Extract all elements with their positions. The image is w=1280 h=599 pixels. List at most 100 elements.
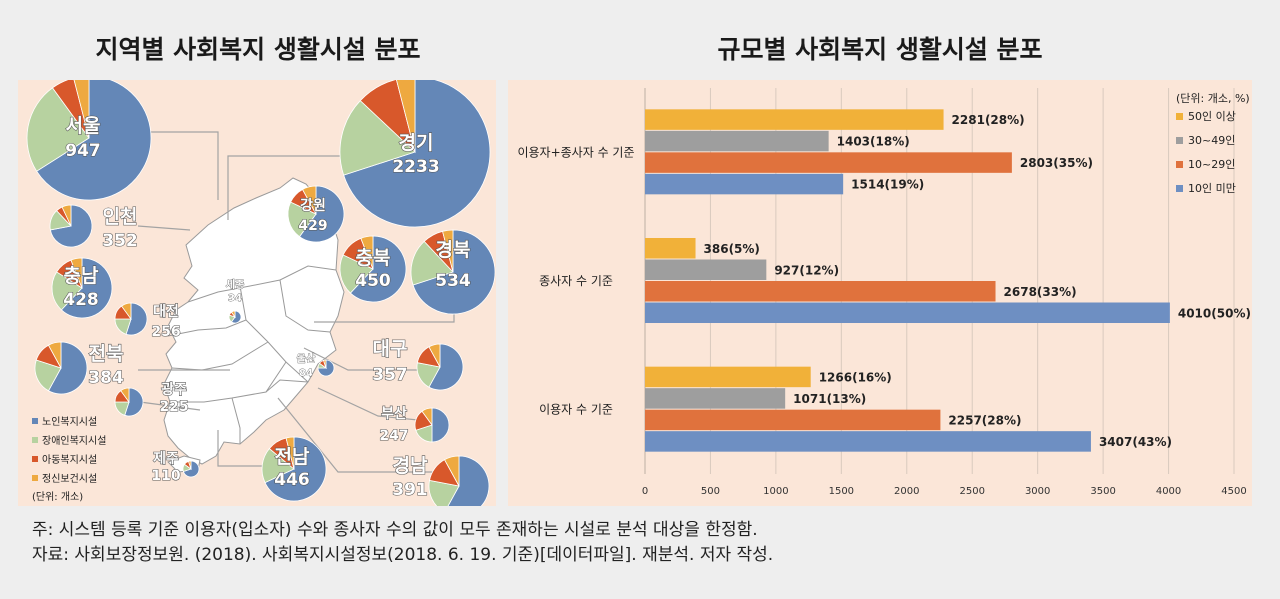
map-chart-panel: 서울 947 경기 2233 인천 352 강원 429 충북 450 경북 534 충남 428 세종 34… (18, 75, 496, 517)
bar-x-tick-label-9: 4000 (1156, 486, 1181, 497)
pie-slice-1-1 (36, 75, 152, 201)
bar-value-label-2-2: 927(12%) (774, 263, 839, 277)
pie-slice-17-4 (444, 455, 460, 487)
pie-slice-2-2 (339, 100, 416, 176)
pie-slice-8-4 (230, 310, 236, 319)
bar-legend-item-1: 50인 이상 (1176, 110, 1236, 123)
bar-legend-swatch-1 (1176, 113, 1183, 120)
map-unit-label: (단위: 개소) (32, 490, 83, 503)
map-connector-jeonnam (217, 430, 278, 467)
region-name-label-6: 경북 (436, 239, 471, 261)
bar-x-tick-label-1: 0 (642, 486, 648, 497)
bar-value-label-3-4: 3407(43%) (1099, 435, 1172, 449)
region-name-label-17: 경남 (393, 455, 428, 477)
bar-x-tick-label-5: 2000 (894, 486, 919, 497)
bar-chart-panel: 2281(28%) 1403(18%) 2803(35%) 1514(19%) 386(… (508, 80, 1252, 506)
region-total-label-6: 534 (435, 271, 471, 291)
region-total-label-16: 446 (274, 470, 310, 490)
region-name-label-8: 세종 (226, 278, 244, 291)
bar-legend-label-3: 10~29인 (1188, 158, 1235, 171)
region-pie-6: 경북 534 (410, 229, 496, 315)
pie-slice-10-2 (34, 359, 62, 392)
region-pie-14: 부산 247 (379, 404, 450, 445)
map-connector-busan (317, 387, 419, 421)
bar-x-tick-label-2: 500 (701, 486, 720, 497)
bar-chart-title: 규모별 사회복지 생활시설 분포 (717, 35, 1043, 64)
bar-3-2 (645, 388, 786, 409)
region-total-label-17: 391 (392, 480, 428, 500)
pie-slice-11-1 (428, 343, 464, 391)
pie-slice-4-1 (298, 185, 345, 243)
bar-value-label-2-1: 386(5%) (704, 242, 760, 256)
map-connector-gyeonggi (227, 155, 348, 220)
map-internal-border-6 (231, 397, 241, 444)
map-internal-border-7 (265, 379, 309, 393)
region-pie-4: 강원 429 (287, 185, 345, 243)
bar-value-label-2-4: 4010(50%) (1178, 306, 1251, 320)
region-pie-8: 세종 34 (225, 278, 245, 324)
pie-slice-12-4 (323, 359, 327, 369)
region-total-label-13: 225 (159, 399, 188, 415)
region-name-label-10: 전북 (89, 343, 124, 365)
bar-3-3 (645, 409, 941, 431)
pie-slice-1-2 (26, 87, 90, 172)
region-name-label-16: 전남 (275, 446, 310, 468)
map-internal-border-1 (187, 265, 337, 303)
bar-chart-svg: 2281(28%) 1403(18%) 2803(35%) 1514(19%) 386(… (517, 88, 1251, 497)
map-legend: 노인복지시설 장애인복지시설 아동복지시설 정신보건시설 (단위: 개소) (32, 416, 106, 503)
pie-slice-11-4 (428, 343, 441, 368)
bar-unit-label: (단위: 개소, %) (1176, 92, 1250, 105)
region-name-label-14: 부산 (381, 405, 407, 422)
footnotes: 주: 시스템 등록 기준 이용자(입소자) 수와 종사자 수의 값이 모두 존재… (32, 518, 773, 568)
region-name-label-11: 대구 (373, 338, 408, 360)
pie-slice-6-2 (410, 240, 454, 286)
bar-x-tick-label-3: 1000 (763, 486, 788, 497)
bar-1-4 (645, 173, 844, 195)
region-pie-10: 전북 384 (34, 341, 124, 395)
region-total-label-4: 429 (298, 218, 327, 234)
region-pie-2: 경기 2233 (339, 76, 491, 228)
region-pie-3: 인천 352 (49, 204, 138, 252)
bar-x-tick-label-6: 2500 (959, 486, 984, 497)
bar-legend-item-4: 10인 미만 (1176, 182, 1236, 195)
pie-slice-12-1 (317, 359, 335, 377)
region-total-label-2: 2233 (392, 157, 439, 177)
bar-x-tick-label-10: 4500 (1221, 486, 1246, 497)
bar-3-1 (645, 366, 811, 388)
map-internal-border-4 (171, 341, 269, 371)
map-connector-gyeongnam (277, 397, 448, 473)
bar-x-tick-label-8: 3500 (1090, 486, 1115, 497)
pie-slice-4-4 (301, 185, 317, 215)
pie-slice-6-4 (442, 229, 454, 273)
bar-value-label-1-2: 1403(18%) (837, 135, 910, 149)
region-name-label-12: 울산 (297, 352, 316, 365)
map-legend-swatch-elderly (32, 418, 38, 424)
pie-slice-6-1 (412, 229, 496, 315)
bar-category-label-1: 이용자+종사자 수 기준 (517, 145, 634, 159)
region-name-label-13: 광주 (161, 381, 187, 398)
footnote-source: 자료: 사회보장정보원. (2018). 사회복지시설정보(2018. 6. 1… (32, 545, 774, 565)
region-total-label-12: 84 (299, 368, 313, 379)
bar-value-label-3-1: 1266(16%) (819, 370, 892, 384)
bar-value-label-3-2: 1071(13%) (793, 392, 866, 406)
pie-slice-16-4 (285, 436, 295, 470)
map-connector-daegu (303, 347, 418, 371)
bar-legend: (단위: 개소, %) 50인 이상 30~49인 10~29인 10인 미만 (1176, 92, 1250, 195)
region-pie-17: 경남 391 (392, 454, 490, 517)
region-name-label-1: 서울 (66, 115, 101, 137)
map-legend-item-disabled: 장애인복지시설 (32, 435, 106, 447)
region-total-label-15: 110 (151, 468, 180, 484)
pie-slice-16-1 (264, 436, 327, 502)
pie-slice-3-4 (61, 204, 72, 227)
bar-value-label-1-1: 2281(28%) (952, 113, 1025, 127)
pie-slice-14-1 (431, 407, 450, 443)
region-pie-7: 충남 428 (51, 257, 113, 319)
bar-legend-label-1: 50인 이상 (1188, 110, 1236, 123)
region-name-label-3: 인천 (103, 206, 138, 228)
region-total-label-3: 352 (102, 231, 138, 251)
map-legend-label-elderly: 노인복지시설 (42, 416, 97, 428)
map-legend-swatch-disabled (32, 437, 38, 443)
bar-1-2 (645, 130, 829, 152)
